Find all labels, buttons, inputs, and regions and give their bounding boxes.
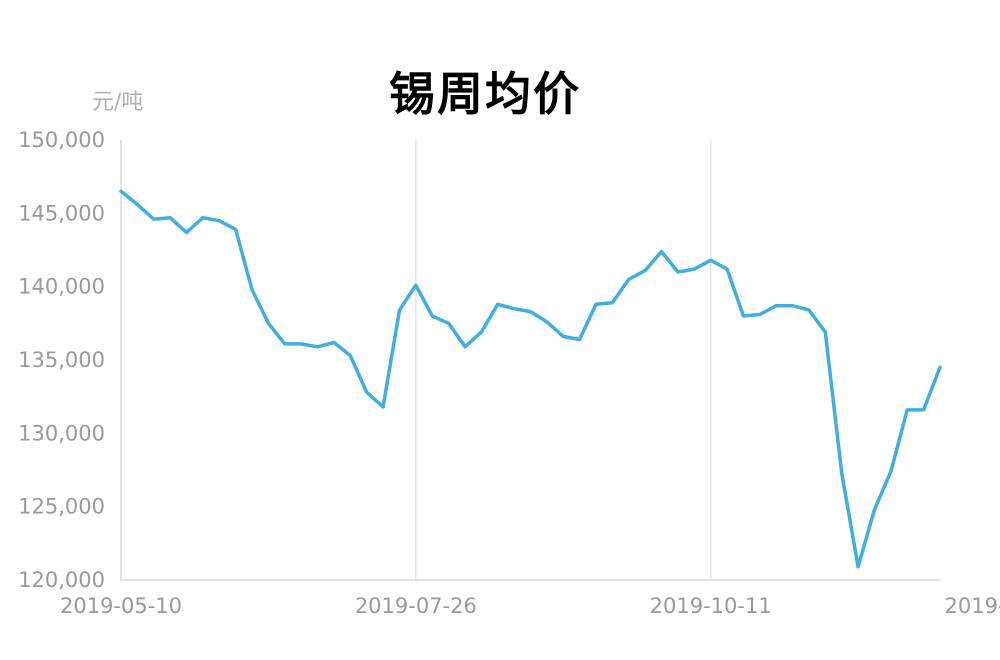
chart-title: 锡周均价 bbox=[389, 67, 581, 121]
axes bbox=[120, 140, 940, 581]
y-tick-label: 120,000 bbox=[18, 568, 105, 592]
y-tick-label: 140,000 bbox=[18, 275, 105, 299]
series-layer bbox=[119, 189, 942, 569]
x-tick-label: 2019-05-10 bbox=[60, 594, 182, 618]
y-tick-labels: 150,000 145,000 140,000 135,000 130,000 125,0… bbox=[18, 128, 105, 592]
gridlines bbox=[415, 140, 712, 580]
x-tick-labels: 2019-05-10 2019-07-26 2019-10-11 2019-12-27… bbox=[60, 594, 1000, 618]
y-axis-unit: 元/吨 bbox=[92, 90, 144, 115]
y-tick-label: 150,000 bbox=[18, 128, 105, 152]
x-tick-label: 2019-10-11 bbox=[650, 594, 772, 618]
y-tick-label: 135,000 bbox=[18, 348, 105, 372]
x-tick-label: 2019-12-27 bbox=[944, 594, 1000, 618]
y-tick-label: 145,000 bbox=[18, 201, 105, 225]
y-tick-label: 130,000 bbox=[18, 421, 105, 445]
y-tick-label: 125,000 bbox=[18, 495, 105, 519]
x-tick-label: 2019-07-26 bbox=[355, 594, 477, 618]
series-line bbox=[119, 189, 942, 569]
